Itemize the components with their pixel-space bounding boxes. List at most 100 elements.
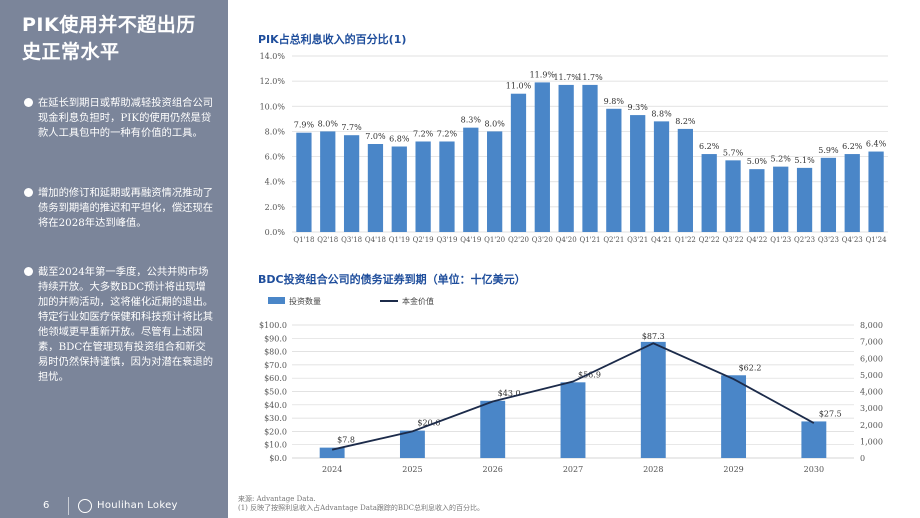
bar [801, 421, 827, 458]
data-label: 5.1% [794, 156, 815, 165]
x-tick-label: Q4'23 [842, 236, 863, 244]
y2-tick-label: 8,000 [860, 321, 883, 330]
data-label: 11.0% [506, 82, 532, 91]
y2-tick-label: 7,000 [860, 338, 883, 347]
bar [677, 128, 693, 232]
y-tick-label: $10.0 [264, 441, 287, 450]
x-tick-label: Q3'20 [532, 236, 553, 244]
page-number: 6 [43, 500, 50, 511]
data-label: $43.0 [498, 389, 521, 398]
bar [343, 135, 360, 232]
x-tick-label: 2027 [563, 465, 583, 474]
y-tick-label: $70.0 [264, 361, 287, 370]
x-tick-label: Q2'23 [794, 236, 815, 244]
maturity-chart-title: BDC投资组合公司的债务证券到期（单位：十亿美元） [258, 273, 526, 286]
bar [582, 84, 598, 232]
x-tick-label: 2028 [643, 465, 663, 474]
pik-chart-title: PIK占总利息收入的百分比(1) [258, 33, 407, 46]
y-tick-label: 14.0% [260, 52, 286, 61]
x-tick-label: Q3'19 [436, 236, 457, 244]
bar [487, 131, 503, 232]
data-label: 8.2% [675, 117, 696, 126]
y2-tick-label: 0 [860, 454, 865, 463]
x-tick-label: 2024 [322, 465, 342, 474]
y-tick-label: $0.0 [269, 454, 287, 463]
data-label: 5.7% [723, 148, 744, 157]
data-label: $7.8 [337, 436, 355, 445]
x-tick-label: Q1'20 [484, 236, 505, 244]
bar [558, 84, 574, 232]
data-label: 7.2% [413, 129, 434, 138]
y-tick-label: $40.0 [264, 401, 287, 410]
y-tick-label: 2.0% [265, 203, 286, 212]
y-tick-label: $50.0 [264, 388, 287, 397]
debt-maturity-chart: 投资数量 本金价值 $0.0 $10.0 $20.0 $30.0 $40.0 $50.0 $60… [259, 296, 883, 474]
y2-tick-label: 1,000 [860, 437, 883, 446]
data-label: 5.2% [771, 155, 792, 164]
bar [868, 151, 884, 232]
bar [653, 121, 670, 232]
y2-tick-label: 5,000 [860, 371, 883, 380]
x-tick-label: Q3'23 [818, 236, 839, 244]
x-tick-label: 2030 [804, 465, 824, 474]
bar [319, 447, 345, 458]
data-label: 5.9% [818, 146, 839, 155]
data-label: 7.7% [341, 123, 362, 132]
company-logo: Houlihan Lokey [97, 500, 178, 511]
x-tick-label: Q2'21 [603, 236, 624, 244]
y-tick-label: 12.0% [260, 77, 286, 86]
bar [725, 160, 741, 232]
data-label: 7.9% [294, 121, 315, 130]
y2-tick-label: 2,000 [860, 421, 883, 430]
data-label: 7.0% [365, 132, 386, 141]
source-line: 来源: Advantage Data. [238, 495, 316, 503]
x-tick-label: 2029 [723, 465, 743, 474]
bullet-dot-icon [24, 188, 33, 197]
data-label: 6.8% [389, 135, 410, 144]
data-label: 11.7% [553, 73, 579, 82]
x-tick-label: Q1'18 [293, 236, 314, 244]
data-label: $56.9 [578, 370, 601, 379]
bar [773, 166, 789, 232]
bar [415, 141, 431, 232]
bar [820, 157, 837, 232]
x-tick-label: Q4'21 [651, 236, 672, 244]
y2-tick-label: 4,000 [860, 388, 883, 397]
data-label: 11.9% [530, 70, 556, 79]
bullet-text: 在延长到期日或帮助减轻投资组合公司现金利息负担时，PIK的使用仍然是贷款人工具包… [38, 97, 214, 139]
x-tick-label: Q2'22 [699, 236, 720, 244]
y-tick-label: 0.0% [265, 228, 286, 237]
data-label: $62.2 [739, 363, 762, 372]
y-tick-label: $60.0 [264, 374, 287, 383]
bar [630, 115, 646, 232]
data-label: 8.0% [318, 119, 339, 128]
y-tick-label: 4.0% [265, 178, 286, 187]
data-label: $27.5 [819, 409, 842, 418]
x-tick-label: Q4'18 [365, 236, 386, 244]
y-tick-label: $90.0 [264, 334, 287, 343]
bar [463, 127, 479, 232]
data-label: 5.0% [747, 157, 768, 166]
bar [399, 430, 425, 458]
x-tick-label: Q3'21 [627, 236, 648, 244]
bar [640, 341, 666, 458]
logo-icon [78, 499, 92, 513]
y-tick-label: 10.0% [260, 102, 286, 111]
x-tick-label: Q3'18 [341, 236, 362, 244]
sidebar-title: PIK使用并不超出历史正常水平 [22, 14, 196, 63]
bar [749, 169, 765, 232]
footnote-line: (1) 反映了按照利息收入占Advantage Data跟踪的BDC总利息收入的… [238, 504, 485, 512]
legend-label: 本金价值 [402, 296, 434, 306]
x-tick-label: Q1'23 [770, 236, 791, 244]
bullet-text: 截至2024年第一季度，公共并购市场持续开放。大多数BDC预计将出现增加的并购活… [38, 266, 214, 383]
y-tick-label: 8.0% [265, 127, 286, 136]
bar [439, 141, 455, 232]
bar [796, 167, 813, 232]
x-tick-label: Q1'24 [866, 236, 888, 244]
x-tick-label: Q4'22 [746, 236, 767, 244]
bar [480, 400, 506, 458]
legend-swatch-bar [268, 297, 285, 304]
bullet-dot-icon [24, 98, 33, 107]
data-label: $87.3 [642, 332, 665, 341]
data-label: $20.6 [417, 419, 440, 428]
